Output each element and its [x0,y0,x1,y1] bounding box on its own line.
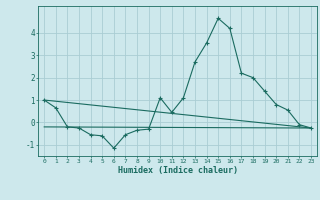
X-axis label: Humidex (Indice chaleur): Humidex (Indice chaleur) [118,166,238,175]
